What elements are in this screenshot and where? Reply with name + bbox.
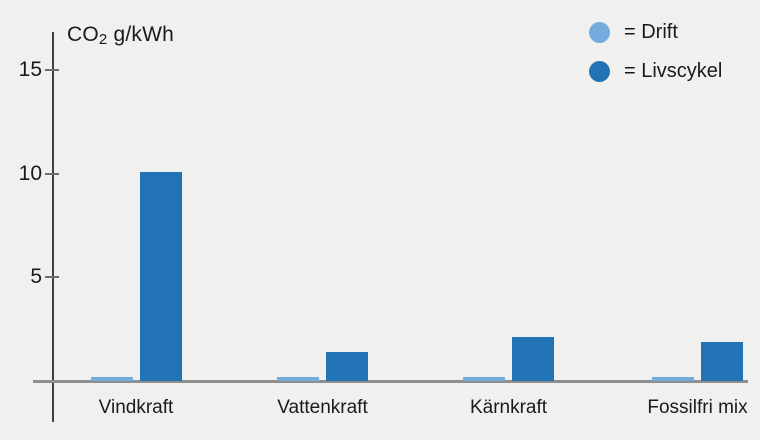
y-axis-tick <box>45 68 59 71</box>
y-axis-tick <box>45 172 59 175</box>
legend: = Drift = Livscykel <box>589 21 722 99</box>
y-tick-label: 5 <box>30 265 42 289</box>
chart-title-subscript: 2 <box>98 31 108 48</box>
category-label-fossilfri-mix: Fossilfri mix <box>647 397 748 418</box>
drift-swatch-icon <box>589 21 610 43</box>
legend-label-drift: = Drift <box>624 20 678 43</box>
y-tick-label: 10 <box>18 161 42 185</box>
y-axis-line <box>52 32 54 422</box>
legend-item-drift: = Drift <box>589 21 722 43</box>
category-label-vattenkraft: Vattenkraft <box>277 397 368 418</box>
livscykel-swatch-icon <box>589 60 610 82</box>
legend-label-livscykel: = Livscykel <box>624 59 723 82</box>
x-axis-line <box>33 380 748 383</box>
y-axis-tick <box>45 276 59 279</box>
bar-drift-vindkraft <box>90 377 133 381</box>
y-tick-label: 15 <box>18 57 42 81</box>
chart-title-prefix: CO <box>67 23 99 46</box>
legend-item-livscykel: = Livscykel <box>589 60 722 82</box>
bar-livscykel-vattenkraft <box>326 352 368 381</box>
bar-livscykel-fossilfri-mix <box>701 342 743 381</box>
bar-drift-k-rnkraft <box>463 377 505 381</box>
bar-livscykel-vindkraft <box>139 172 182 381</box>
category-label-vindkraft: Vindkraft <box>98 397 174 418</box>
chart-title: CO2 g/kWh <box>67 23 175 48</box>
category-label-k-rnkraft: Kärnkraft <box>469 397 548 418</box>
bar-drift-fossilfri-mix <box>652 377 694 381</box>
chart-title-suffix: g/kWh <box>107 23 175 46</box>
bar-drift-vattenkraft <box>277 377 319 381</box>
bar-livscykel-k-rnkraft <box>512 337 554 381</box>
